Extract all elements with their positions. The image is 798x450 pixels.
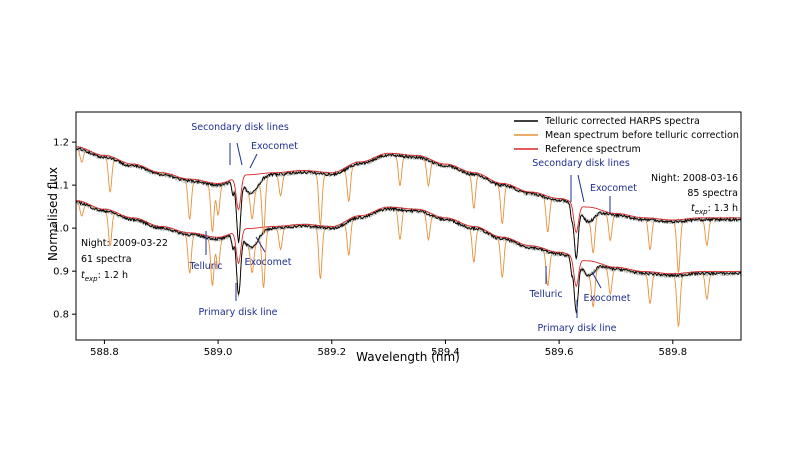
left-line-annotations <box>205 142 266 301</box>
x-tick-label: 589.8 <box>658 347 687 358</box>
left-telluric-label: Telluric <box>188 261 222 272</box>
upper-individual-spectrum-line <box>76 145 741 261</box>
upper-individual-spectrum-line <box>76 145 741 261</box>
x-tick-label: 589.4 <box>431 347 460 358</box>
upper-texp-text: texp: 1.3 h <box>691 203 738 216</box>
lower-night-info: Night: 2009-03-22 61 spectra texp: 1.2 h <box>81 238 168 283</box>
lower-texp-text: texp: 1.2 h <box>81 270 128 283</box>
right-telluric-label: Telluric <box>528 289 562 300</box>
legend-label-mean: Mean spectrum before telluric correction <box>545 130 739 141</box>
right-exocomet-low-pointer <box>591 271 602 289</box>
x-tick-label: 589.0 <box>204 347 233 358</box>
upper-spectra-text: 85 spectra <box>687 188 738 199</box>
upper-individual-spectrum-line <box>76 145 741 259</box>
upper-reference-spectrum-line <box>76 146 741 234</box>
x-tick-label: 589.2 <box>317 347 346 358</box>
y-axis-label: Normalised flux <box>46 167 60 261</box>
right-primary-label: Primary disk line <box>537 323 616 334</box>
left-exocomet-lower-label: Exocomet <box>244 257 291 268</box>
x-axis-label: Wavelength (nm) <box>356 350 460 364</box>
left-exocomet-upper-label: Exocomet <box>251 141 298 152</box>
upper-harps-spectrum-line <box>76 146 741 259</box>
legend-label-harps: Telluric corrected HARPS spectra <box>544 116 700 127</box>
left-secondary-pointer-b <box>236 142 243 166</box>
legend: Telluric corrected HARPS spectra Mean sp… <box>514 116 739 155</box>
left-primary-label: Primary disk line <box>198 307 277 318</box>
x-tick-label: 589.6 <box>545 347 574 358</box>
upper-night-info: Night: 2008-03-16 85 spectra texp: 1.3 h <box>651 173 738 216</box>
right-exocomet-lower-label: Exocomet <box>583 293 630 304</box>
lower-harps-spectrum-line <box>76 200 741 314</box>
y-tick-label: 0.9 <box>53 267 69 278</box>
lower-spectra-text: 61 spectra <box>81 254 132 265</box>
y-tick-label: 1.2 <box>53 138 69 149</box>
right-secondary-pointer-b <box>577 174 585 203</box>
right-exocomet-upper-label: Exocomet <box>590 183 637 194</box>
left-exocomet-low-pointer <box>255 236 266 253</box>
right-secondary-label: Secondary disk lines <box>532 158 630 169</box>
y-tick-label: 1.0 <box>53 224 69 235</box>
axes-frame <box>75 111 742 341</box>
left-exocomet-pointer <box>249 153 258 169</box>
y-tick-label: 0.8 <box>53 310 69 321</box>
right-line-annotations <box>545 174 611 318</box>
y-tick-label: 1.1 <box>53 181 69 192</box>
lower-night-text: Night: 2009-03-22 <box>81 238 168 249</box>
upper-night-text: Night: 2008-03-16 <box>651 173 738 184</box>
lower-individual-spectrum-line <box>76 200 741 314</box>
x-tick-label: 588.8 <box>90 347 119 358</box>
plot-area <box>76 145 741 328</box>
left-secondary-label: Secondary disk lines <box>191 122 289 133</box>
legend-label-reference: Reference spectrum <box>545 144 641 155</box>
lower-reference-spectrum-line <box>76 200 741 288</box>
